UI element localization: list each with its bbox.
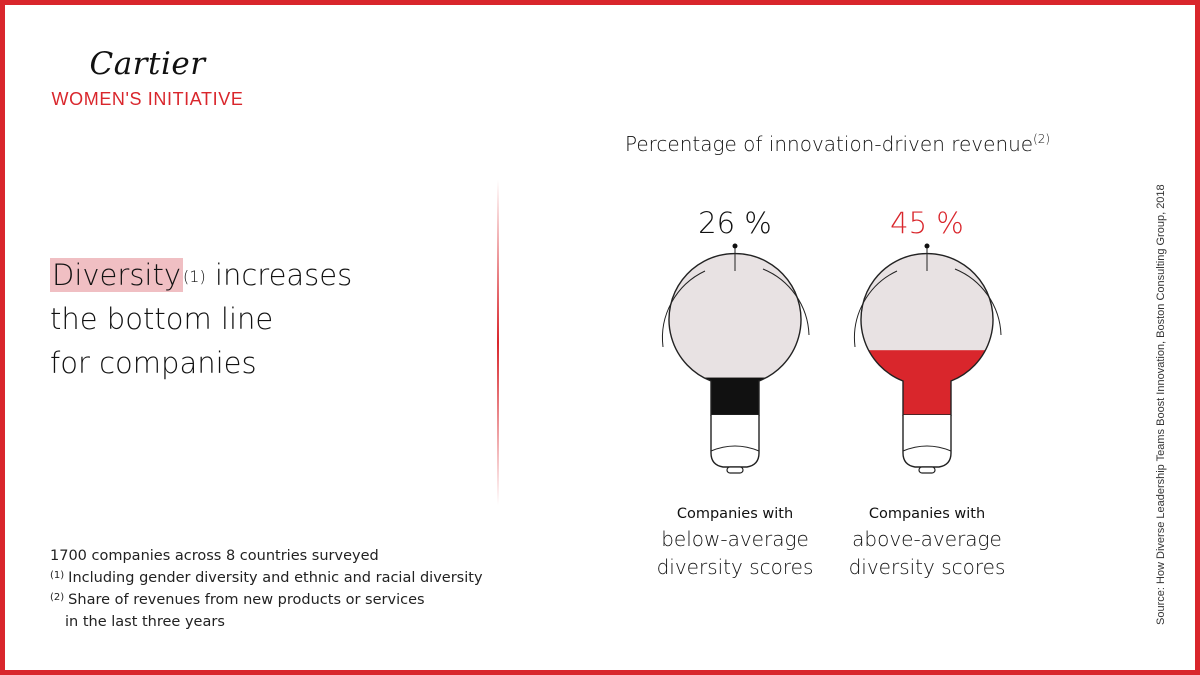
initiative-name: WOMEN'S INITIATIVE (51, 89, 244, 109)
bulb-socket (710, 415, 760, 468)
chart-title-text: Percentage of innovation-driven revenue (625, 132, 1034, 156)
bar-fill (669, 377, 801, 415)
bulb-outline (668, 252, 802, 416)
bulb-arc-right (954, 268, 1002, 336)
headline-highlight: Diversity (50, 258, 184, 292)
bulb-tip (726, 466, 744, 474)
brand-logo: Cartier WOMEN'S INITIATIVE (5, 45, 290, 110)
bulb-socket-ridge (710, 445, 760, 452)
headline: Diversity (1) increases the bottom line f… (50, 253, 352, 385)
bulb-glass (669, 253, 801, 415)
headline-line3: for companies (50, 346, 257, 380)
footnote-1: (1) Including gender diversity and ethnic… (50, 567, 483, 589)
footnote-2-continued: in the last three years (65, 614, 225, 630)
bulb-0: 26 % (661, 206, 810, 474)
value-label: 45 % (890, 206, 964, 240)
vertical-divider (497, 180, 499, 505)
footnote-1-text: Including gender diversity and ethnic an… (68, 570, 483, 586)
bulb-arc-left (853, 270, 898, 348)
footnote-2: (2) Share of revenues from new products o… (50, 589, 483, 611)
bulb-socket-ridge (902, 445, 952, 452)
category-above-line1: Companies with (868, 506, 986, 522)
bulb-socket (902, 415, 952, 468)
headline-line2: the bottom line (50, 302, 274, 336)
category-label-above: Companies with above-average diversity s… (827, 503, 1027, 581)
footnote-2-text: Share of revenues from new products or s… (68, 592, 425, 608)
category-below-line2: below-average (661, 527, 809, 551)
bulb-arc-right (762, 268, 810, 336)
footnotes: 1700 companies across 8 countries survey… (50, 545, 483, 633)
source-note: Source: How Diverse Leadership Teams Boo… (1155, 184, 1167, 625)
headline-line1-rest: increases (205, 258, 353, 292)
bar-fill (861, 350, 993, 415)
chart-title-footnote: (2) (1033, 132, 1051, 146)
category-above-line3: diversity scores (848, 555, 1006, 579)
bulb-arc-left (661, 270, 706, 348)
bulb-tip (918, 466, 936, 474)
category-below-line3: diversity scores (656, 555, 814, 579)
value-label: 26 % (698, 206, 772, 240)
survey-note: 1700 companies across 8 countries survey… (50, 548, 379, 564)
chart-title: Percentage of innovation-driven revenue(… (625, 132, 1050, 156)
category-below-line1: Companies with (676, 506, 794, 522)
bulb-wire-dot (732, 243, 738, 249)
category-label-below: Companies with below-average diversity s… (635, 503, 835, 581)
footnote-2-marker: (2) (50, 592, 65, 603)
bulb-1: 45 % (853, 206, 1002, 474)
bulb-wire-dot (924, 243, 930, 249)
headline-footnote-marker: (1) (183, 267, 206, 286)
category-above-line2: above-average (852, 527, 1002, 551)
footnote-1-marker: (1) (50, 570, 65, 581)
brand-name: Cartier (89, 46, 206, 82)
bulb-outline (860, 252, 994, 416)
bulb-chart: 26 % 45 % (661, 206, 1002, 474)
